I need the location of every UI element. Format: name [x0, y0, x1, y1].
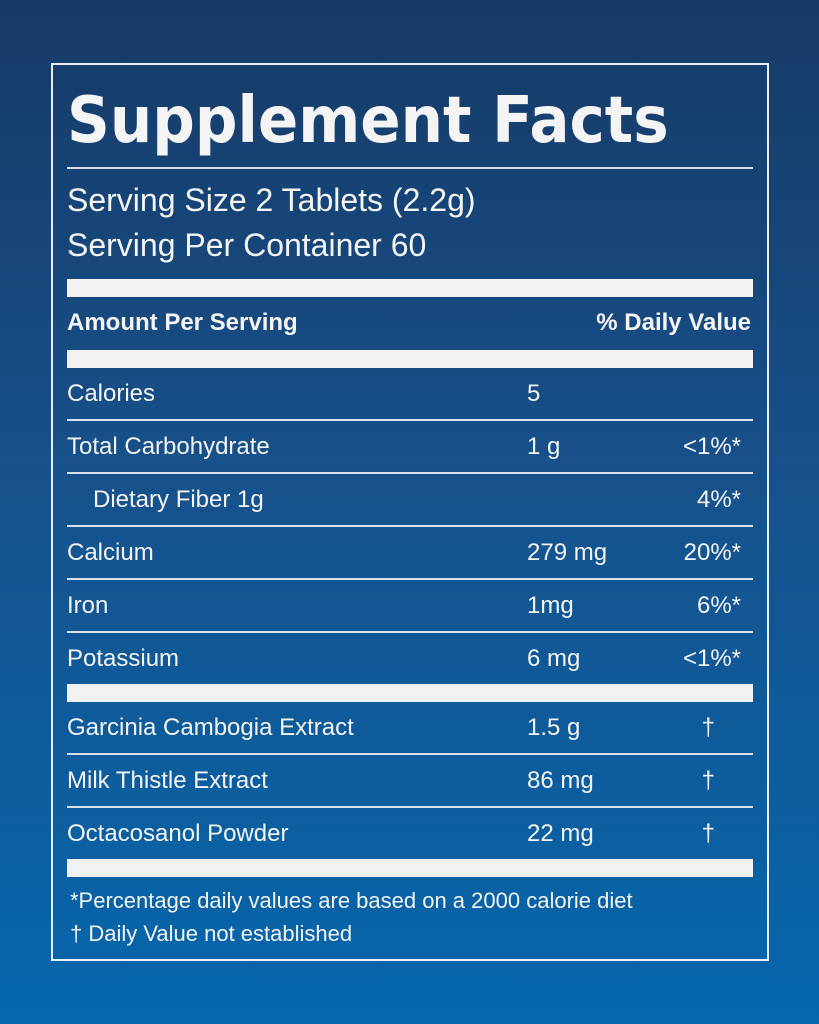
nutrient-daily-value: 4%* [696, 486, 741, 513]
table-row: Iron 1mg 6%* [67, 580, 753, 632]
nutrient-name: Octacosanol Powder [67, 820, 289, 847]
nutrient-amount: 22 mg [527, 820, 594, 847]
nutrient-name: Iron [67, 592, 109, 619]
footnote-daily-values: *Percentage daily values are based on a … [70, 888, 633, 913]
servings-per-container: Serving Per Container 60 [67, 227, 427, 263]
divider [67, 631, 753, 633]
footnote-dagger: † Daily Value not established [70, 921, 353, 946]
divider [67, 578, 753, 580]
nutrient-name: Milk Thistle Extract [67, 767, 268, 794]
table-row: Octacosanol Powder 22 mg † [67, 808, 753, 860]
table-row: Milk Thistle Extract 86 mg † [67, 755, 753, 807]
nutrient-daily-value: † [701, 820, 715, 847]
thick-divider [67, 279, 753, 297]
divider [67, 806, 753, 808]
nutrient-daily-value: <1%* [682, 645, 741, 672]
table-row: Potassium 6 mg <1%* [67, 633, 753, 685]
nutrient-daily-value: † [701, 714, 715, 741]
thick-divider [67, 350, 753, 368]
divider [67, 419, 753, 421]
divider [67, 472, 753, 474]
nutrient-daily-value: 6%* [696, 592, 741, 619]
nutrient-amount: 1mg [527, 592, 574, 619]
table-row: Total Carbohydrate 1 g <1%* [67, 421, 753, 473]
table-row: Calcium 279 mg 20%* [67, 527, 753, 579]
nutrient-name: Total Carbohydrate [67, 433, 270, 460]
thick-divider [67, 684, 753, 702]
daily-value-header: % Daily Value [596, 309, 751, 336]
nutrient-daily-value: <1%* [682, 433, 741, 460]
serving-size: Serving Size 2 Tablets (2.2g) [67, 182, 476, 218]
table-row: Garcinia Cambogia Extract 1.5 g † [67, 702, 753, 754]
nutrient-name: Dietary Fiber 1g [93, 486, 264, 513]
thick-divider [67, 859, 753, 877]
nutrient-amount: 1.5 g [527, 714, 581, 741]
page-title: Supplement Facts [67, 84, 669, 158]
nutrient-amount: 86 mg [527, 767, 594, 794]
nutrient-name: Garcinia Cambogia Extract [67, 714, 354, 741]
nutrient-amount: 5 [527, 380, 541, 407]
supplement-facts-panel [51, 63, 769, 961]
nutrient-daily-value: † [701, 767, 715, 794]
nutrient-amount: 279 mg [527, 539, 608, 566]
nutrient-name: Calories [67, 380, 156, 407]
nutrient-amount: 1 g [527, 433, 561, 460]
nutrient-name: Calcium [67, 539, 154, 566]
table-row: Dietary Fiber 1g 4%* [67, 474, 753, 526]
nutrient-name: Potassium [67, 645, 180, 672]
nutrient-daily-value: 20%* [683, 539, 741, 566]
nutrient-amount: 6 mg [527, 645, 581, 672]
divider [67, 167, 753, 169]
table-row: Calories 5 [67, 368, 753, 420]
divider [67, 525, 753, 527]
amount-per-serving-header: Amount Per Serving [67, 309, 298, 336]
divider [67, 753, 753, 755]
